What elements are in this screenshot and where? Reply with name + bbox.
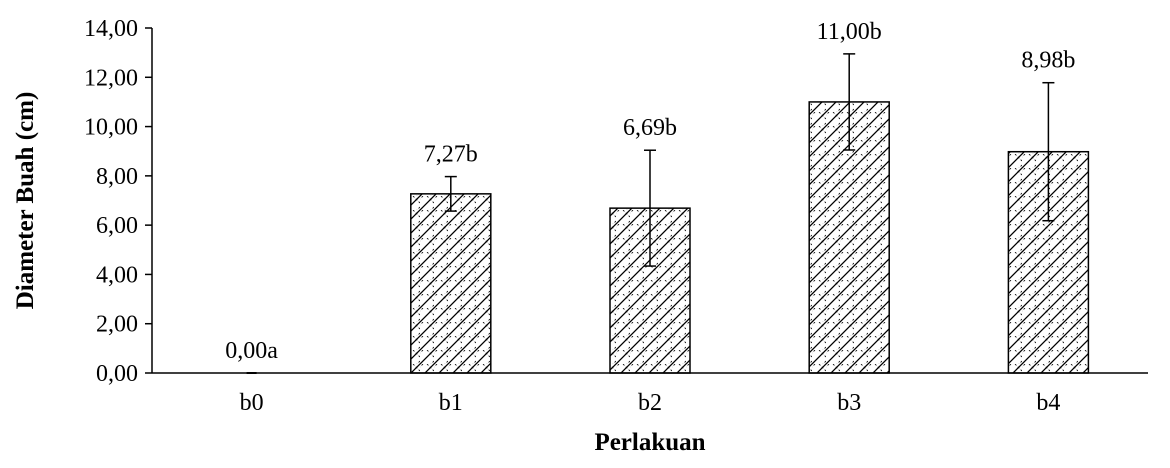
data-label-b2: 6,69b xyxy=(623,115,677,141)
error-bar-b2 xyxy=(644,149,656,267)
y-tick-label: 6,00 xyxy=(96,213,138,239)
y-tick-label: 0,00 xyxy=(96,361,138,387)
x-tick-label-b1: b1 xyxy=(439,390,463,416)
axes-layer xyxy=(151,28,1148,374)
x-tick-label-b4: b4 xyxy=(1036,390,1060,416)
y-tick-label: 2,00 xyxy=(96,312,138,338)
y-tick-label: 12,00 xyxy=(84,65,138,91)
error-bar-b3 xyxy=(843,53,856,151)
y-tick-label: 14,00 xyxy=(84,16,138,42)
bars-layer xyxy=(246,101,1090,374)
x-tick-label-b3: b3 xyxy=(837,390,861,416)
x-tick-label-b0: b0 xyxy=(240,390,264,416)
y-tick-labels: 0,00 2,00 4,00 6,00 8,00 10,00 12,00 14,00 xyxy=(84,16,152,387)
y-tick-label: 8,00 xyxy=(96,164,138,190)
x-tick-label-b2: b2 xyxy=(638,390,662,416)
bar-b1 xyxy=(410,193,492,374)
error-bar-b1 xyxy=(444,175,457,212)
data-label-b0: 0,00a xyxy=(225,338,278,364)
x-axis-title: Perlakuan xyxy=(594,429,705,456)
x-tick-labels: b0 b1 b2 b3 b4 xyxy=(240,390,1061,416)
data-label-b3: 11,00b xyxy=(817,19,882,45)
y-axis-title: Diameter Buah (cm) xyxy=(12,92,39,310)
y-tick-label: 4,00 xyxy=(96,262,138,288)
y-tick-label: 10,00 xyxy=(84,115,138,141)
data-label-b1: 7,27b xyxy=(424,142,478,168)
error-bar-b4 xyxy=(1042,81,1055,222)
error-bars-layer xyxy=(444,53,1055,267)
data-labels: 0,00a 7,27b 6,69b 11,00b 8,98b xyxy=(225,19,1075,364)
data-label-b4: 8,98b xyxy=(1021,48,1075,74)
